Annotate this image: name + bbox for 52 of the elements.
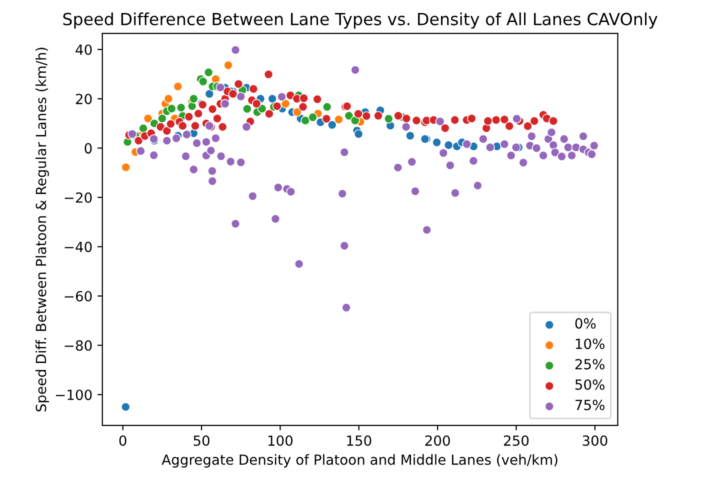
point [242, 104, 252, 114]
y-tick-label: −80 [64, 340, 92, 351]
point [121, 162, 131, 172]
y-tick-label: −100 [56, 390, 92, 400]
point [204, 68, 214, 78]
x-tick-label: 50 [194, 435, 210, 446]
x-tick-label: 250 [504, 435, 529, 446]
y-tick-label: −20 [64, 192, 92, 203]
legend-label: 50% [575, 379, 604, 390]
x-tick-label: 0 [119, 435, 126, 446]
point [143, 114, 153, 124]
point [432, 138, 442, 148]
y-tick-label: −60 [64, 290, 92, 302]
point [308, 112, 318, 122]
legend-label: 75% [576, 400, 604, 410]
point [405, 131, 415, 140]
point [322, 102, 332, 112]
point [204, 89, 214, 99]
point [444, 140, 454, 150]
legend-label: 10% [576, 338, 604, 350]
point [120, 402, 130, 412]
point [354, 129, 364, 139]
point [334, 114, 344, 124]
y-tick-label: 0 [84, 143, 92, 154]
y-tick-label: 20 [76, 94, 92, 104]
point [224, 60, 233, 70]
point [176, 102, 186, 112]
point [173, 82, 183, 92]
point [198, 76, 208, 86]
y-tick-label: −40 [64, 242, 92, 252]
point [327, 120, 337, 130]
x-tick-label: 150 [347, 435, 372, 446]
x-tick-label: 200 [425, 435, 450, 446]
point [300, 116, 310, 126]
legend-label: 0% [575, 318, 596, 329]
point [166, 104, 176, 114]
point [384, 114, 394, 124]
point [344, 111, 354, 120]
y-tick-label: 40 [76, 44, 92, 55]
point [280, 99, 290, 108]
point [292, 107, 302, 117]
point [164, 94, 174, 104]
y-axis-title: Speed Diff. Between Platoon & Regular Lanes (km/h) [36, 48, 49, 412]
legend-label: 25% [575, 358, 604, 370]
point [138, 124, 148, 134]
point [268, 94, 278, 104]
x-axis-title: Aggregate Density of Platoon and Middle Lanes (veh/km) [162, 454, 558, 468]
x-tick-label: 100 [268, 435, 293, 446]
x-tick-label: 300 [582, 435, 608, 446]
point [157, 114, 167, 124]
chart-title: Speed Difference Between Lane Types vs. Density of All Lanes CAVOnly [63, 12, 658, 29]
point [188, 94, 198, 104]
